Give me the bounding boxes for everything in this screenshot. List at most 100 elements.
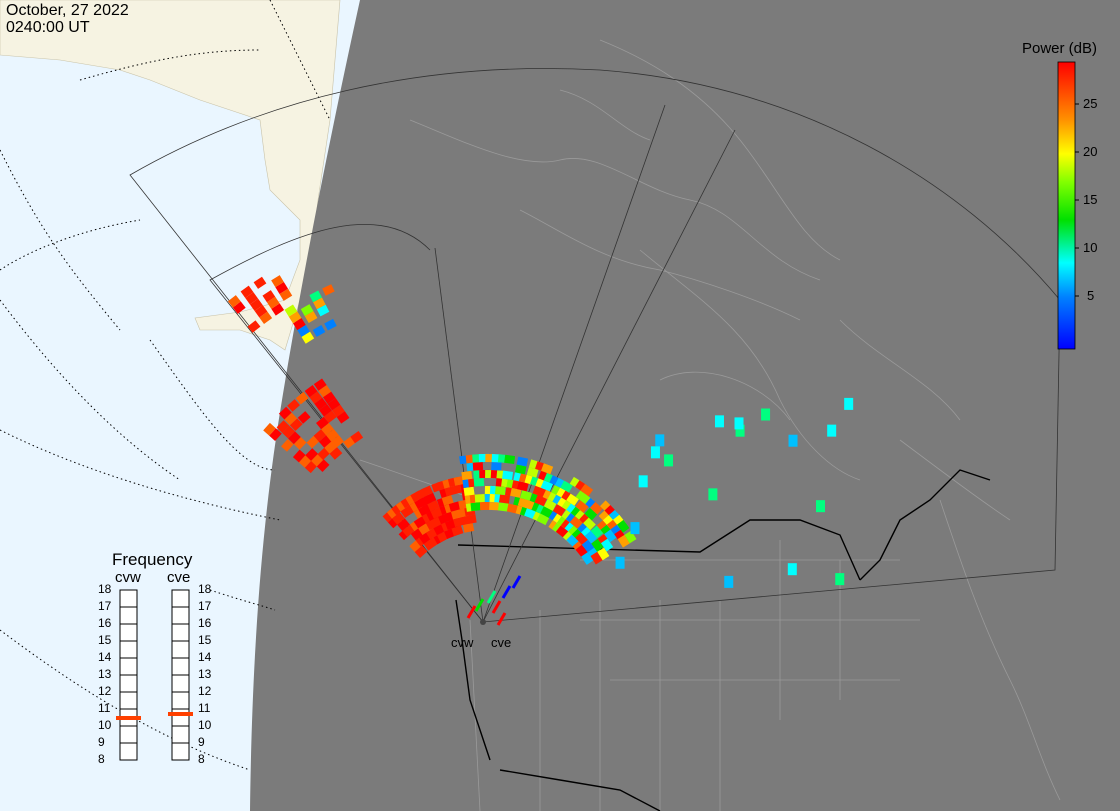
backscatter-cell (504, 454, 516, 465)
colorbar-tick-20: 20 (1083, 144, 1098, 159)
backscatter-cell (494, 486, 506, 495)
colorbar-tick-10: 10 (1083, 240, 1098, 255)
backscatter-cell (281, 438, 294, 452)
freq-scale-left-9: 9 (98, 735, 105, 749)
backscatter-cell (526, 467, 539, 478)
backscatter-cell (569, 516, 583, 529)
backscatter-cell (735, 424, 745, 437)
backscatter-cell (301, 331, 315, 344)
backscatter-cell (313, 429, 327, 442)
backscatter-cell (414, 545, 428, 559)
freq-scale-left-8: 8 (98, 752, 105, 766)
backscatter-cell (318, 385, 332, 398)
backscatter-cell (664, 454, 674, 467)
backscatter-cell (617, 519, 630, 533)
backscatter-cell (232, 301, 246, 314)
colorbar-tick-25: 25 (1083, 96, 1098, 111)
backscatter-cell (844, 397, 854, 410)
backscatter-cell (276, 420, 290, 433)
backscatter-cell (816, 500, 826, 513)
freq-scale-right-10: 10 (198, 718, 212, 732)
radar-site-marker (480, 619, 486, 625)
backscatter-cell (316, 459, 330, 473)
freq-scale-right-15: 15 (198, 633, 212, 647)
backscatter-cell (552, 504, 566, 517)
backscatter-cell (327, 398, 341, 411)
backscatter-cell (423, 492, 437, 505)
backscatter-cell (350, 430, 364, 444)
backscatter-cell (615, 556, 625, 569)
backscatter-cell (271, 275, 284, 288)
freq-scale-right-14: 14 (198, 650, 212, 664)
backscatter-cell (516, 456, 529, 467)
backscatter-cell (540, 480, 554, 492)
backscatter-cell (420, 485, 434, 497)
backscatter-cell (575, 500, 589, 513)
backscatter-cell (835, 573, 845, 586)
backscatter-cell (604, 529, 617, 543)
backscatter-cell (465, 514, 477, 525)
backscatter-cell (263, 422, 276, 436)
freq-scale-left-16: 16 (98, 616, 112, 630)
backscatter-cell (304, 384, 318, 398)
frequency-radar-cvw: cvw (115, 569, 141, 586)
backscatter-cell (288, 311, 302, 324)
backscatter-cell (489, 501, 500, 511)
cvw-frequency-marker (116, 716, 141, 720)
backscatter-cell (245, 292, 259, 305)
freq-scale-left-17: 17 (98, 599, 112, 613)
frequency-radar-cve: cve (167, 569, 191, 586)
freq-scale-right-12: 12 (198, 684, 212, 698)
country-borders (455, 469, 991, 811)
backscatter-cell (324, 318, 337, 331)
backscatter-cell (510, 487, 522, 498)
backscatter-cell (560, 480, 573, 493)
backscatter-cell (297, 324, 310, 337)
backscatter-cell (638, 475, 648, 488)
backscatter-cell (724, 575, 734, 588)
backscatter-cell (597, 547, 610, 561)
backscatter-cell (305, 448, 318, 461)
backscatter-cell (466, 605, 477, 619)
freq-scale-right-17: 17 (198, 599, 212, 613)
backscatter-cell (312, 325, 326, 337)
backscatter-cell (321, 422, 334, 436)
backscatter-cell (541, 463, 554, 475)
backscatter-cell (534, 495, 547, 507)
backscatter-cell (502, 470, 514, 480)
colorbar-tick-15: 15 (1083, 192, 1098, 207)
backscatter-cell (655, 434, 665, 447)
backscatter-cell (314, 397, 328, 411)
freq-scale-right-8: 8 (198, 752, 205, 766)
backscatter-cell (448, 501, 461, 512)
backscatter-cell (329, 447, 343, 460)
backscatter-cell (247, 320, 261, 333)
backscatter-cell (463, 486, 475, 496)
backscatter-cell (491, 600, 502, 614)
backscatter-cell (427, 500, 440, 512)
night-land-outlines (359, 39, 1061, 811)
backscatter-cell (566, 493, 579, 506)
backscatter-cell (391, 512, 405, 525)
backscatter-cell (271, 303, 285, 316)
backscatter-cell (591, 538, 604, 552)
colorbar-title: Power (dB) (1022, 40, 1098, 57)
backscatter-cell (254, 305, 268, 318)
backscatter-cell (520, 490, 532, 501)
time-label: 0240:00 UT (6, 19, 90, 36)
backscatter-cell (496, 612, 507, 626)
backscatter-cell (461, 470, 473, 481)
backscatter-cell (249, 298, 263, 311)
backscatter-cell (313, 378, 327, 391)
backscatter-cell (761, 408, 771, 421)
backscatter-cell (470, 502, 482, 512)
backscatter-cell (575, 532, 588, 546)
colorbar-tick-5: 5 (1087, 288, 1095, 303)
backscatter-cell (524, 508, 537, 520)
backscatter-cell (536, 513, 550, 526)
graticule (0, 0, 331, 771)
backscatter-cell (295, 391, 309, 405)
backscatter-cell (517, 481, 529, 492)
backscatter-cell (316, 416, 329, 430)
backscatter-cell (580, 483, 594, 497)
